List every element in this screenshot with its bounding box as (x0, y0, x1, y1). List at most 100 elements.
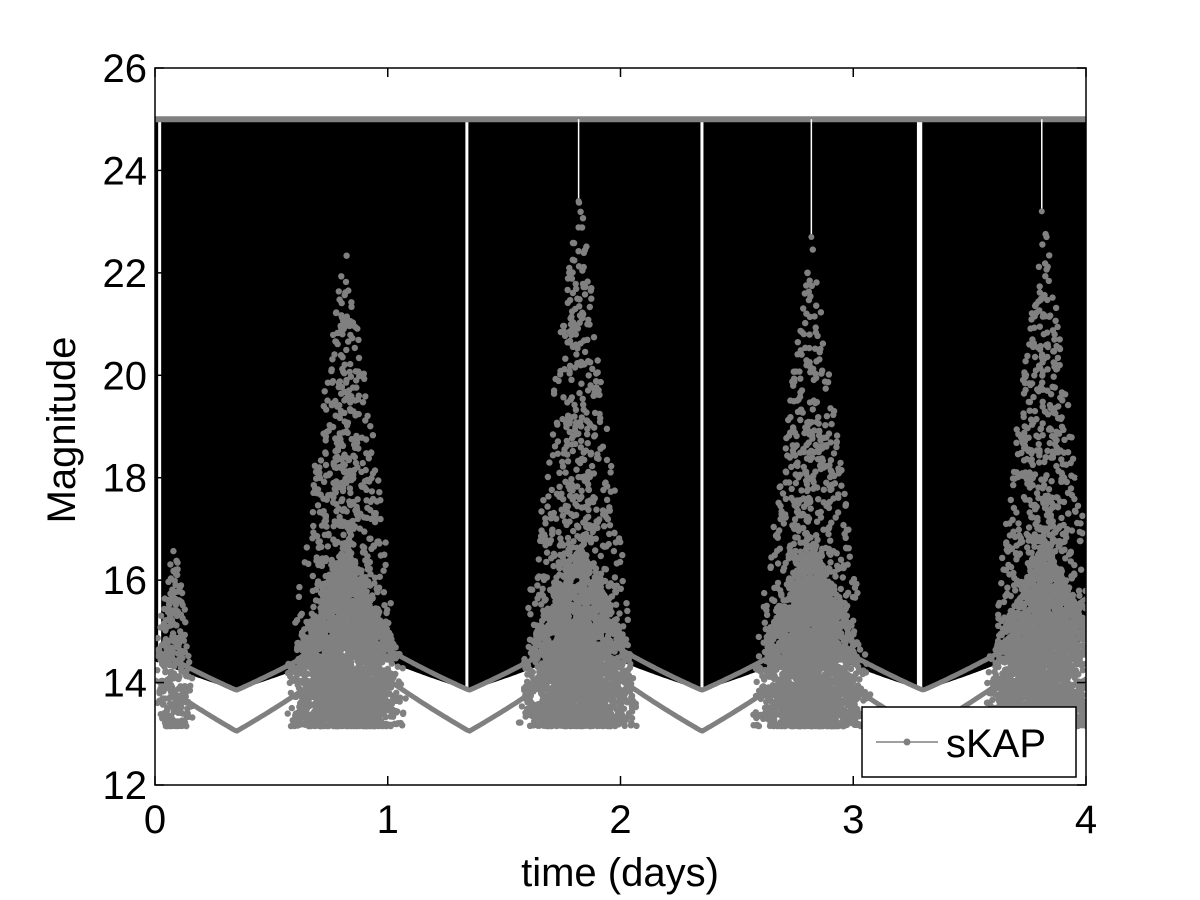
scatter-point-1153 (371, 518, 379, 526)
scatter-point-1199 (333, 501, 340, 508)
scatter-point-2884 (290, 677, 298, 684)
scatter-point-210 (177, 656, 184, 664)
scatter-point-2897 (358, 638, 365, 646)
scatter-point-1044 (369, 432, 377, 439)
scatter-point-2808 (323, 691, 330, 698)
scatter-point-2842 (332, 695, 339, 703)
scatter-point-4192 (583, 409, 590, 416)
scatter-point-3749 (578, 487, 585, 494)
scatter-point-1065 (376, 540, 383, 547)
scatter-point-294 (178, 709, 185, 717)
scatter-point-3454 (589, 365, 596, 373)
scatter-point-1056 (366, 535, 373, 542)
scatter-point-257 (187, 682, 194, 689)
scatter-point-253 (162, 669, 169, 676)
scatter-point-1038 (352, 397, 359, 404)
scatter-point-1180 (326, 470, 333, 477)
scatter-point-4032 (615, 721, 622, 728)
scatter-point-954 (324, 543, 331, 550)
scatter-point-1584 (318, 543, 325, 551)
scatter-point-201 (170, 547, 177, 555)
scatter-point-3481 (594, 369, 601, 376)
scatter-point-1463 (297, 721, 304, 728)
scatter-point-1533 (362, 417, 369, 424)
scatter-point-3782 (587, 359, 594, 366)
scatter-point-285 (178, 704, 185, 711)
scatter-point-4176 (568, 722, 576, 729)
scatter-point-2858 (348, 641, 355, 648)
scatter-point-3530 (564, 299, 571, 306)
scatter-point-4109 (580, 361, 587, 368)
scatter-point-1215 (332, 454, 339, 462)
scatter-point-2837 (349, 702, 356, 710)
scatter-point-3581 (561, 518, 569, 525)
scatter-point-1034 (338, 312, 345, 319)
scatter-point-2853 (343, 713, 350, 720)
scatter-point-3624 (546, 459, 553, 466)
scatter-point-2849 (310, 644, 317, 651)
scatter-point-988 (322, 437, 329, 444)
scatter-point-4078 (597, 445, 604, 452)
scatter-point-228 (186, 687, 194, 694)
scatter-point-1279 (320, 430, 327, 437)
scatter-point-2921 (588, 462, 596, 470)
scatter-point-3871 (566, 362, 574, 369)
scatter-point-298 (163, 623, 171, 631)
scatter-point-1168 (353, 384, 360, 391)
scatter-point-480 (292, 619, 299, 626)
scatter-point-4122 (556, 469, 563, 476)
scatter-point-2833 (318, 714, 325, 721)
scatter-point-2673 (388, 660, 395, 667)
scatter-point-2572 (308, 671, 315, 678)
scatter-point-1465 (346, 523, 353, 531)
scatter-point-3874 (575, 473, 582, 481)
scatter-point-3929 (566, 492, 574, 499)
scatter-point-1574 (338, 383, 346, 391)
scatter-point-3989 (597, 414, 604, 422)
scatter-point-227 (155, 699, 161, 707)
scatter-point-1573 (327, 720, 334, 727)
scatter-point-293 (170, 637, 177, 645)
scatter-point-159 (159, 695, 166, 702)
scatter-point-3780 (607, 580, 614, 587)
scatter-point-4037 (575, 224, 582, 231)
scatter-point-1449 (375, 477, 382, 484)
scatter-point-171 (157, 612, 165, 619)
scatter-point-3876 (617, 538, 624, 546)
scatter-point-2597 (299, 679, 306, 686)
scatter-point-2841 (379, 696, 386, 703)
scatter-point-3883 (556, 542, 564, 549)
scatter-point-3484 (612, 601, 620, 608)
scatter-point-3956 (590, 334, 598, 341)
scatter-point-100 (163, 707, 171, 714)
scatter-point-2677 (320, 702, 327, 709)
scatter-point-2599 (311, 619, 318, 627)
scatter-point-2465 (348, 584, 355, 591)
scatter-point-1592 (317, 722, 325, 730)
scatter-point-1529 (358, 483, 366, 490)
scatter-point-1454 (322, 512, 330, 519)
scatter-point-2830 (331, 670, 339, 677)
scatter-point-3799 (608, 462, 615, 470)
scatter-point-3674 (574, 345, 581, 352)
scatter-point-3693 (575, 199, 583, 206)
scatter-point-2790 (351, 631, 358, 638)
scatter-point-671 (288, 704, 295, 712)
scatter-point-282 (179, 648, 186, 655)
scatter-point-3403 (585, 372, 592, 379)
scatter-point-215 (183, 643, 190, 650)
scatter-point-1251 (367, 582, 374, 589)
scatter-point-688 (335, 288, 342, 295)
scatter-point-4186 (562, 722, 569, 730)
scatter-point-255 (174, 608, 181, 615)
scatter-point-479 (314, 502, 322, 509)
scatter-point-1024 (342, 278, 350, 286)
scatter-point-4177 (558, 490, 565, 497)
scatter-point-2895 (356, 659, 363, 666)
scatter-point-660 (309, 572, 316, 580)
scatter-point-2838 (319, 680, 326, 687)
scatter-point-2789 (311, 708, 318, 715)
scatter-point-642 (346, 368, 353, 376)
scatter-point-3144 (577, 437, 585, 445)
scatter-point-2889 (332, 605, 339, 612)
